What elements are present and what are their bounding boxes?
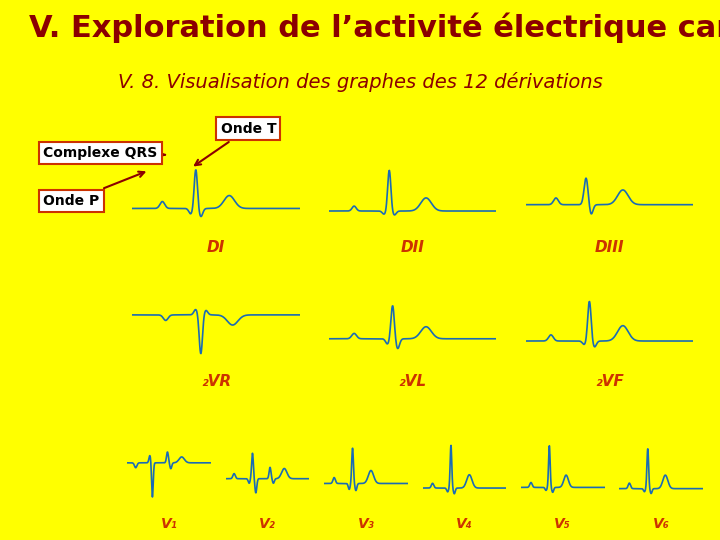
- Text: ₂VL: ₂VL: [399, 374, 427, 389]
- Text: Onde P: Onde P: [43, 172, 144, 208]
- Text: V₁: V₁: [161, 517, 178, 531]
- Text: ₂VF: ₂VF: [595, 374, 624, 389]
- Text: V₆: V₆: [653, 517, 670, 531]
- Text: ₂VR: ₂VR: [201, 374, 231, 389]
- Text: DIII: DIII: [595, 240, 624, 255]
- Text: Complexe QRS: Complexe QRS: [43, 146, 166, 160]
- Text: V₃: V₃: [358, 517, 374, 531]
- Text: V₂: V₂: [259, 517, 276, 531]
- Text: V. 8. Visualisation des graphes des 12 dérivations: V. 8. Visualisation des graphes des 12 d…: [117, 72, 603, 92]
- Text: V₄: V₄: [456, 517, 473, 531]
- Text: Onde T: Onde T: [195, 122, 276, 165]
- Text: DI: DI: [207, 240, 225, 255]
- Text: V. Exploration de l’activité électrique cardiaque: V. Exploration de l’activité électrique …: [29, 13, 720, 43]
- Text: DII: DII: [401, 240, 425, 255]
- Text: V₅: V₅: [554, 517, 571, 531]
